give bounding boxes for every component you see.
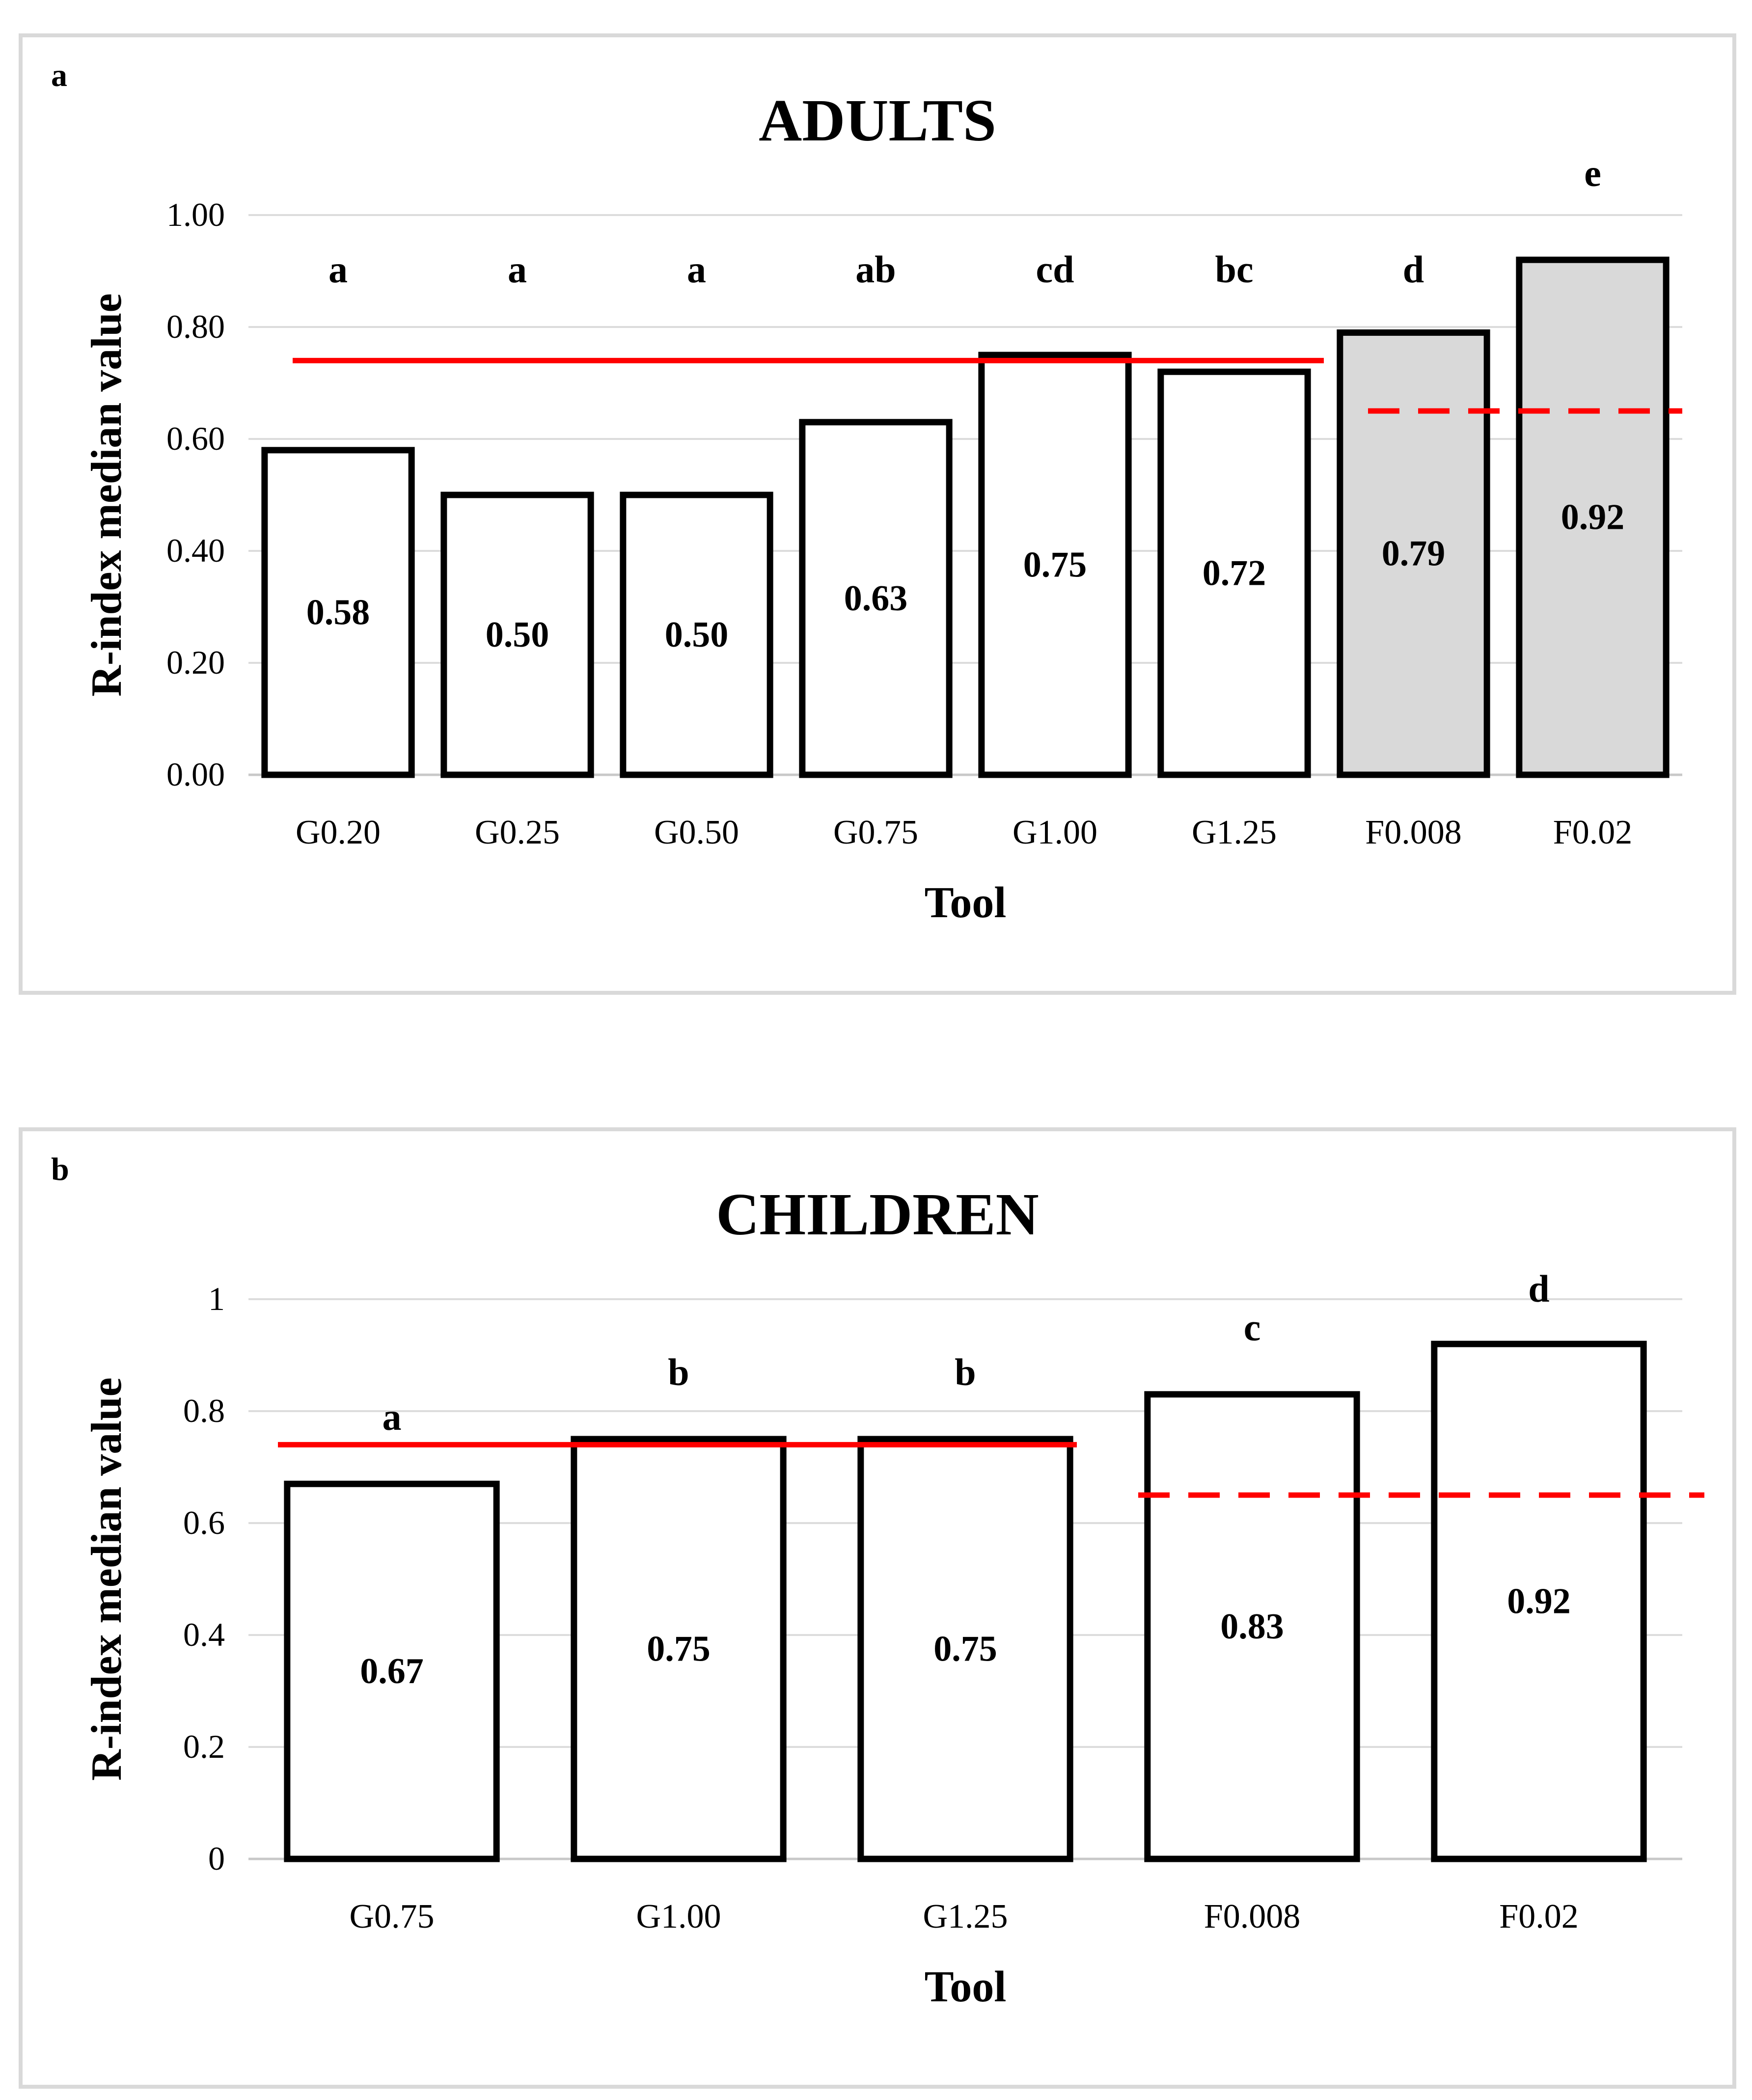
x-axis-title: Tool	[925, 878, 1007, 927]
x-tick-label: G1.25	[1192, 814, 1277, 851]
data-label: 0.92	[1561, 497, 1625, 538]
y-tick-label: 0.80	[166, 308, 225, 345]
significance-letter: bc	[1215, 248, 1254, 291]
panel-letter: b	[51, 1151, 69, 1187]
significance-letter: a	[328, 248, 348, 291]
significance-letter: a	[383, 1395, 402, 1438]
y-tick-label: 1.00	[166, 196, 225, 233]
bar	[1337, 329, 1490, 778]
significance-letter: b	[668, 1351, 689, 1393]
data-label: 0.72	[1203, 553, 1266, 594]
y-tick-label: 0.60	[166, 420, 225, 457]
y-tick-label: 0.2	[183, 1728, 225, 1765]
significance-letter: a	[508, 248, 527, 291]
y-tick-label: 0.4	[183, 1616, 225, 1653]
bar	[799, 419, 953, 778]
bar	[978, 352, 1132, 778]
panel-letter: a	[51, 57, 67, 93]
panel-adults: a ADULTS 0.00 0.20 0.40 0.60 0.80 1.00 0.58 a G0…	[19, 33, 1736, 995]
y-axis-title: R-index median value	[83, 293, 131, 696]
chart-title: ADULTS	[759, 87, 996, 154]
data-label: 0.83	[1220, 1607, 1284, 1647]
significance-letter: d	[1528, 1267, 1549, 1310]
x-tick-label: F0.008	[1365, 814, 1461, 851]
x-tick-label: F0.008	[1204, 1898, 1300, 1936]
x-tick-label: G0.75	[833, 814, 918, 851]
x-tick-label: G0.50	[654, 814, 739, 851]
bar	[440, 491, 594, 778]
y-tick-label: 0.40	[166, 532, 225, 569]
data-label: 0.75	[933, 1629, 997, 1669]
significance-letter: c	[1244, 1306, 1261, 1349]
y-tick-label: 0.20	[166, 644, 225, 681]
chart-adults: 0.00 0.20 0.40 0.60 0.80 1.00 0.58 a G0.20 0.50 a G…	[83, 152, 1682, 927]
y-axis-title: R-index median value	[83, 1377, 131, 1780]
bar	[1144, 1391, 1360, 1862]
bar	[284, 1480, 500, 1862]
bar	[1157, 368, 1311, 778]
x-tick-label: G1.25	[923, 1898, 1008, 1936]
significance-letter: d	[1403, 248, 1424, 291]
x-tick-label: G0.25	[475, 814, 560, 851]
bar	[857, 1436, 1073, 1862]
data-label: 0.75	[1023, 545, 1087, 585]
bar	[571, 1436, 787, 1862]
data-label: 0.50	[486, 615, 549, 655]
y-tick-label: 0.00	[166, 756, 225, 793]
significance-letter: ab	[855, 248, 896, 291]
y-tick-label: 0.6	[183, 1504, 225, 1541]
x-tick-label: F0.02	[1553, 814, 1632, 851]
bar	[1431, 1340, 1647, 1862]
significance-letter: b	[955, 1351, 976, 1393]
data-label: 0.79	[1382, 534, 1446, 574]
y-tick-label: 1	[208, 1280, 225, 1317]
x-tick-label: G0.20	[296, 814, 381, 851]
y-tick-label: 0	[208, 1840, 225, 1877]
x-tick-label: G0.75	[349, 1898, 434, 1936]
data-label: 0.67	[360, 1651, 424, 1691]
bar	[261, 447, 415, 778]
chart-children: 0 0.2 0.4 0.6 0.8 1 0.67 a G0.75 0.75 b G1.00 0.75 b G…	[83, 1267, 1704, 2011]
bar	[1516, 256, 1670, 778]
significance-letter: a	[687, 248, 706, 291]
data-label: 0.63	[844, 578, 908, 619]
data-label: 0.75	[647, 1629, 711, 1669]
bar	[620, 491, 773, 778]
data-label: 0.92	[1507, 1582, 1571, 1622]
chart-title: CHILDREN	[716, 1181, 1039, 1248]
x-tick-label: G1.00	[636, 1898, 721, 1936]
x-axis-title: Tool	[925, 1963, 1007, 2011]
significance-letter: e	[1584, 152, 1601, 194]
data-label: 0.58	[306, 592, 370, 632]
x-tick-label: F0.02	[1499, 1898, 1578, 1936]
panel-children: b CHILDREN 0 0.2 0.4 0.6 0.8 1 0.67 a G0.75 0.75 b…	[19, 1127, 1736, 2089]
y-tick-label: 0.8	[183, 1392, 225, 1429]
significance-letter: cd	[1036, 248, 1074, 291]
data-label: 0.50	[665, 615, 729, 655]
x-tick-label: G1.00	[1013, 814, 1097, 851]
